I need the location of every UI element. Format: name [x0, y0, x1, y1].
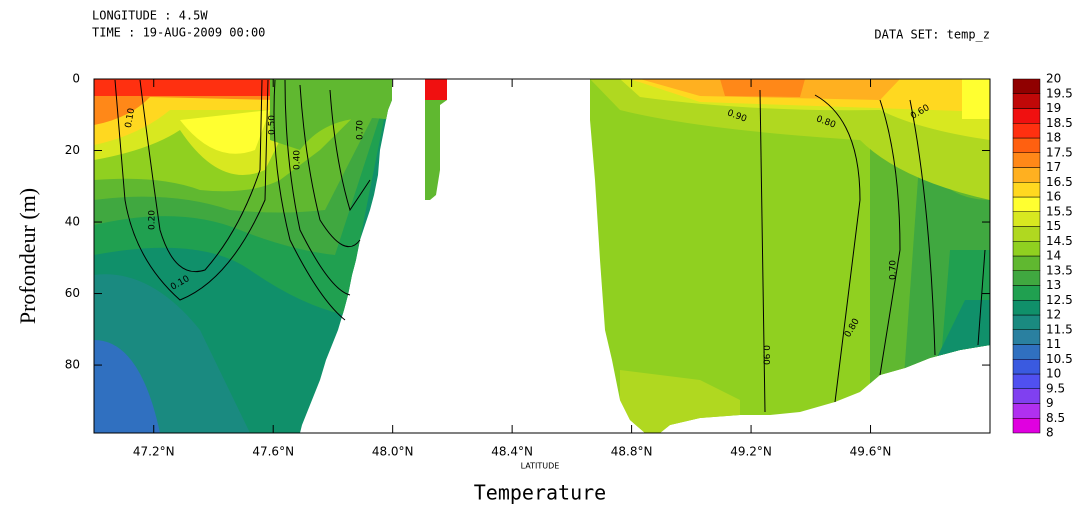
colorbar-swatch — [1012, 329, 1041, 345]
colorbar-label: 20 — [1046, 72, 1061, 86]
contour-label: 0.70 — [889, 260, 899, 280]
colorbar-label: 17.5 — [1046, 145, 1073, 159]
colorbar-swatch — [1012, 314, 1041, 330]
plot-frame — [93, 78, 991, 434]
colorbar-swatch — [1012, 344, 1041, 360]
x-tick-label: 49.6°N — [850, 445, 892, 459]
contour-label: 0.10 — [124, 107, 137, 129]
x-tick-label: 47.2°N — [133, 445, 175, 459]
y-tick-label: 20 — [65, 143, 80, 157]
colorbar-swatch — [1012, 300, 1041, 316]
colorbar-swatch — [1012, 137, 1041, 153]
colorbar-swatch — [1012, 255, 1041, 271]
colorbar-swatch — [1012, 211, 1041, 227]
x-tick-label: 47.6°N — [252, 445, 294, 459]
colorbar-label: 19 — [1046, 101, 1061, 115]
colorbar-label: 13 — [1046, 278, 1061, 292]
colorbar-label: 13.5 — [1046, 263, 1073, 277]
colorbar-label: 18 — [1046, 131, 1061, 145]
colorbar-label: 15 — [1046, 219, 1061, 233]
field-mid — [425, 79, 447, 200]
x-tick-label: 49.2°N — [730, 445, 772, 459]
colorbar-label: 11.5 — [1046, 322, 1073, 336]
contour-lines — [114, 79, 986, 413]
colorbar-swatch — [1012, 285, 1041, 301]
x-axis-label: LATITUDE — [521, 462, 560, 471]
contour-label: 0.20 — [148, 210, 158, 230]
colorbar-swatch — [1012, 152, 1041, 168]
colorbar-swatch — [1012, 241, 1041, 257]
colorbar-swatch — [1012, 373, 1041, 389]
colorbar-label: 8 — [1046, 426, 1054, 440]
contour-label: 0.90 — [761, 345, 771, 365]
field-left — [94, 79, 392, 433]
chart-title: Temperature — [474, 481, 606, 505]
colorbar-label: 16.5 — [1046, 175, 1073, 189]
y-axis-label: Profondeur (m) — [15, 188, 40, 324]
dataset-label: DATA SET: temp_z — [874, 28, 990, 42]
colorbar-swatch — [1012, 226, 1041, 242]
contour-label: 0.40 — [293, 150, 303, 170]
colorbar-swatch — [1012, 123, 1041, 139]
field-right — [590, 79, 990, 433]
colorbar-label: 11 — [1046, 337, 1061, 351]
colorbar-label: 8.5 — [1046, 411, 1065, 425]
x-tick-label: 48.4°N — [491, 445, 533, 459]
contour-label: 0.70 — [356, 120, 366, 140]
colorbar-swatch — [1012, 403, 1041, 419]
colorbar-swatch — [1012, 182, 1041, 198]
colorbar-label: 9.5 — [1046, 381, 1065, 395]
colorbar-label: 12 — [1046, 308, 1061, 322]
colorbar-label: 17 — [1046, 160, 1061, 174]
colorbar-swatch — [1012, 270, 1041, 286]
colorbar-label: 10.5 — [1046, 352, 1073, 366]
colorbar-label: 15.5 — [1046, 204, 1073, 218]
colorbar-label: 10 — [1046, 367, 1061, 381]
colorbar-swatch — [1012, 196, 1041, 212]
field-mid-top — [425, 79, 447, 100]
colorbar-swatch — [1012, 388, 1041, 404]
y-tick-label: 60 — [65, 286, 80, 300]
y-tick-label: 80 — [65, 358, 80, 372]
y-tick-label: 0 — [72, 72, 80, 86]
colorbar-label: 19.5 — [1046, 86, 1073, 100]
colorbar-label: 14 — [1046, 249, 1061, 263]
colorbar-label: 12.5 — [1046, 293, 1073, 307]
colorbar-swatch — [1012, 167, 1041, 183]
colorbar-label: 18.5 — [1046, 116, 1073, 130]
colorbar-label: 14.5 — [1046, 234, 1073, 248]
colorbar-swatch — [1012, 108, 1041, 124]
x-tick-label: 48.8°N — [611, 445, 653, 459]
y-tick-label: 40 — [65, 215, 80, 229]
colorbar-label: 16 — [1046, 190, 1061, 204]
header-line: LONGITUDE : 4.5W — [92, 9, 208, 23]
colorbar-swatch — [1012, 93, 1041, 109]
colorbar-swatch — [1012, 359, 1041, 375]
contour-label: 0.50 — [268, 115, 278, 135]
colorbar-swatch — [1012, 78, 1041, 94]
colorbar-swatch — [1012, 418, 1041, 434]
colorbar-label: 9 — [1046, 396, 1054, 410]
header-line: TIME : 19-AUG-2009 00:00 — [92, 26, 265, 40]
x-tick-label: 48.0°N — [372, 445, 414, 459]
